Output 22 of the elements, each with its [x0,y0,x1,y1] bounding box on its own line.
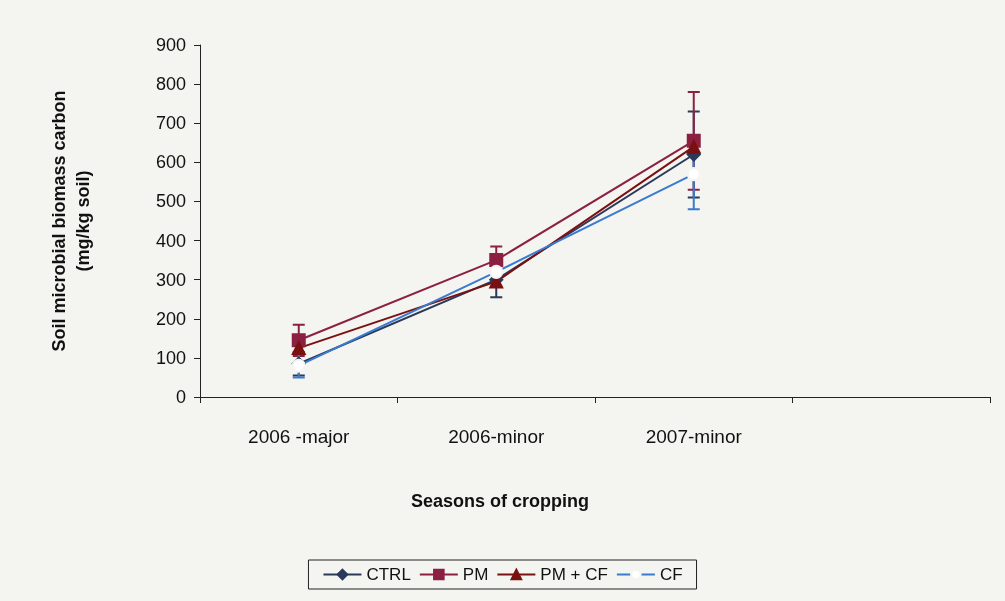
y-tick-label: 300 [155,269,186,290]
x-tick-label: 2006 -major [248,426,351,447]
x-axis-title: Seasons of cropping [410,491,590,511]
y-axis-title: Soil microbial biomass carbon (mg/kg soil) [49,90,93,352]
y-tick-label: 200 [155,308,186,329]
y-tick-label: 600 [155,152,186,173]
point [686,139,701,154]
legend-label: CTRL [366,565,411,584]
legend-label: CF [659,565,683,584]
point [291,341,306,356]
point [489,253,504,268]
legend-label: PM [462,565,489,584]
y-tick-label: 800 [155,74,186,95]
y-tick-label: 900 [155,35,186,55]
x-tick-label: 2007-minor [645,426,743,447]
y-tick-label: 700 [155,113,186,134]
y-tick-label: 500 [155,191,186,212]
x-tick-label: 2006-minor [448,426,545,447]
y-tick-label: 100 [155,347,186,368]
y-tick-label: 0 [175,387,186,407]
legend-label: PM + CF [540,565,608,584]
y-tick-label: 400 [155,230,186,251]
